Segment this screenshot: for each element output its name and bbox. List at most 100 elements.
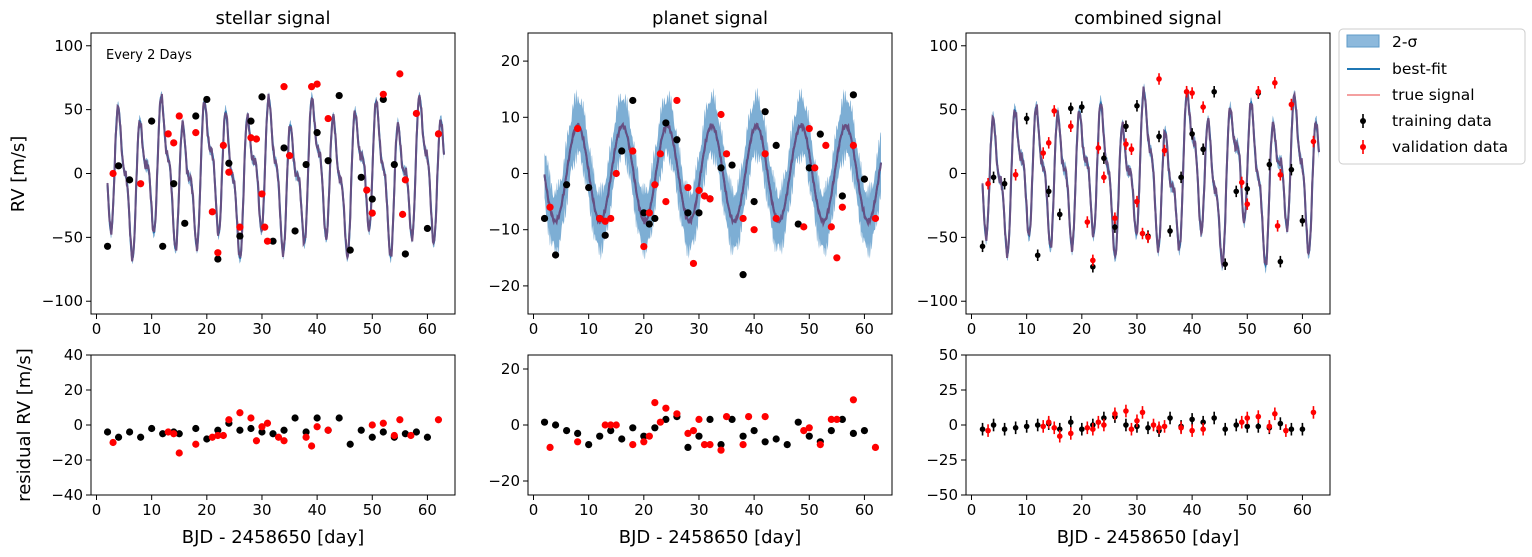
combined-top-validation-point-17 xyxy=(1161,147,1168,154)
stellar-res-training-point-5 xyxy=(159,430,167,438)
stellar-res-training-point-29 xyxy=(423,433,432,441)
stellar-top-validation-point-26 xyxy=(401,176,409,184)
stellar-res-validation-point-17 xyxy=(308,442,316,450)
combined-res-training-point-2 xyxy=(1001,426,1008,433)
stellar-res-training-point-15 xyxy=(269,430,277,438)
stellar-res-validation-point-6 xyxy=(214,431,222,440)
stellar-res-validation-point-15 xyxy=(280,437,288,445)
planet-top-validation-point-24 xyxy=(800,223,808,231)
stellar-top-validation-point-0 xyxy=(109,169,117,178)
planet-top-validation-point-14 xyxy=(689,259,698,268)
planet-res-validation-point-20 xyxy=(745,413,753,421)
legend-frame xyxy=(1338,28,1526,165)
combined-res-training-point-1 xyxy=(990,422,997,428)
combined-top-validation-point-20 xyxy=(1200,104,1206,110)
planet-top-validation-point-23 xyxy=(772,214,780,223)
planet-top-training-point-1 xyxy=(551,251,560,259)
planet-panel-title: planet signal xyxy=(652,8,768,29)
stellar-res-validation-point-9 xyxy=(236,409,244,417)
planet-res-validation-point-19 xyxy=(739,441,747,449)
top-ylabel: RV [m/s] xyxy=(8,136,29,213)
stellar-top-training-point-23 xyxy=(368,195,376,203)
planet-top-training-point-3 xyxy=(585,183,593,192)
combined-res-training-point-11 xyxy=(1101,415,1107,421)
stellar-res-validation-point-22 xyxy=(390,431,398,440)
combined-top-xtick-label-40: 40 xyxy=(1183,320,1202,338)
stellar-top-training-point-25 xyxy=(390,160,398,169)
combined-top-training-point-16 xyxy=(1167,228,1173,234)
legend-fit-label: best-fit xyxy=(1392,60,1447,78)
planet-res-training-point-16 xyxy=(717,441,725,449)
stellar-top-validation-point-3 xyxy=(170,139,178,147)
planet-signal-panel: 0 10 20 30 40 50 60 −20 −10 0 10 20 xyxy=(488,32,893,338)
planet-top-ytick-label--20: −20 xyxy=(488,277,520,295)
planet-top-training-point-27 xyxy=(860,175,869,183)
planet-top-validation-point-22 xyxy=(761,150,769,158)
stellar-top-validation-point-1 xyxy=(137,180,145,188)
legend-valid-marker xyxy=(1360,144,1366,150)
stellar-top-validation-point-24 xyxy=(396,70,404,78)
planet-res-training-point-29 xyxy=(860,427,869,435)
planet-top-validation-point-7 xyxy=(640,242,648,251)
combined-res-training-point-27 xyxy=(1277,420,1284,427)
stellar-res-xtick-label-0: 0 xyxy=(92,501,102,519)
planet-res-validation-point-25 xyxy=(827,415,835,423)
planet-res-training-point-4 xyxy=(585,441,593,449)
stellar-top-training-point-16 xyxy=(291,227,299,235)
stellar-top-validation-point-19 xyxy=(313,80,321,88)
combined-res-validation-point-11 xyxy=(1123,408,1129,414)
combined-top-validation-point-15 xyxy=(1145,234,1151,241)
planet-res-validation-point-23 xyxy=(805,424,813,432)
planet-res-xtick-label-40: 40 xyxy=(745,501,764,519)
stellar-top-validation-point-6 xyxy=(208,208,216,216)
combined-top-xtick-label-10: 10 xyxy=(1017,320,1036,338)
combined-res-xtick-label-50: 50 xyxy=(1238,501,1257,519)
planet-res-training-point-2 xyxy=(563,427,571,435)
combined-res-validation-point-4 xyxy=(1056,433,1063,440)
combined-res-training-point-28 xyxy=(1288,426,1295,433)
combined-top-validation-point-19 xyxy=(1189,90,1195,96)
planet-top-training-point-9 xyxy=(645,220,653,228)
planet-top-validation-point-4 xyxy=(607,214,615,223)
planet-top-training-point-26 xyxy=(849,91,857,99)
stellar-top-training-point-8 xyxy=(203,95,211,104)
planet-top-ytick-label-0: 0 xyxy=(510,165,520,183)
stellar-res-training-point-23 xyxy=(357,426,365,434)
planet-res-validation-point-9 xyxy=(656,418,664,426)
combined-top-training-point-28 xyxy=(1299,217,1306,224)
planet-res-training-point-9 xyxy=(640,432,648,440)
combined-res-training-point-23 xyxy=(1233,422,1240,428)
stellar-res-ytick-label--20: −20 xyxy=(51,451,83,469)
combined-res-training-point-24 xyxy=(1244,423,1251,430)
combined-res-validation-point-24 xyxy=(1266,423,1273,430)
stellar-res-validation-point-21 xyxy=(379,419,387,427)
stellar-res-xtick-label-10: 10 xyxy=(142,501,161,519)
planet-top-validation-point-29 xyxy=(833,254,841,262)
stellar-top-training-point-20 xyxy=(335,91,343,100)
stellar-top-training-point-4 xyxy=(159,242,167,250)
combined-top-validation-point-2 xyxy=(1040,150,1047,156)
planet-top-training-point-24 xyxy=(816,130,824,138)
stellar-res-training-point-19 xyxy=(313,414,321,422)
planet-res-plot-area xyxy=(540,396,880,454)
planet-top-validation-point-16 xyxy=(700,192,709,200)
combined-top-ytick-label-0: 0 xyxy=(948,165,958,183)
combined-signal-panel: 0 10 20 30 40 50 60 −100 −50 0 50 100 xyxy=(917,32,1331,338)
stellar-top-validation-point-10 xyxy=(236,223,244,231)
stellar-res-validation-point-24 xyxy=(407,431,415,440)
planet-top-validation-point-28 xyxy=(827,223,835,231)
planet-res-training-point-22 xyxy=(783,441,791,449)
planet-top-validation-point-1 xyxy=(574,124,582,133)
stellar-res-validation-point-19 xyxy=(324,426,332,434)
planet-top-xtick-label-20: 20 xyxy=(634,320,653,338)
planet-top-validation-point-8 xyxy=(645,209,653,217)
planet-res-xtick-label-60: 60 xyxy=(855,501,874,519)
stellar-top-training-point-10 xyxy=(225,159,233,167)
legend: 2-σ best-fit true signal training data v… xyxy=(1338,28,1526,165)
combined-xlabel: BJD - 2458650 [day] xyxy=(1057,527,1240,548)
stellar-res-xtick-label-30: 30 xyxy=(252,501,271,519)
stellar-res-training-point-9 xyxy=(203,435,211,443)
combined-top-axes-frame xyxy=(965,32,1331,315)
planet-res-validation-point-22 xyxy=(800,427,808,435)
